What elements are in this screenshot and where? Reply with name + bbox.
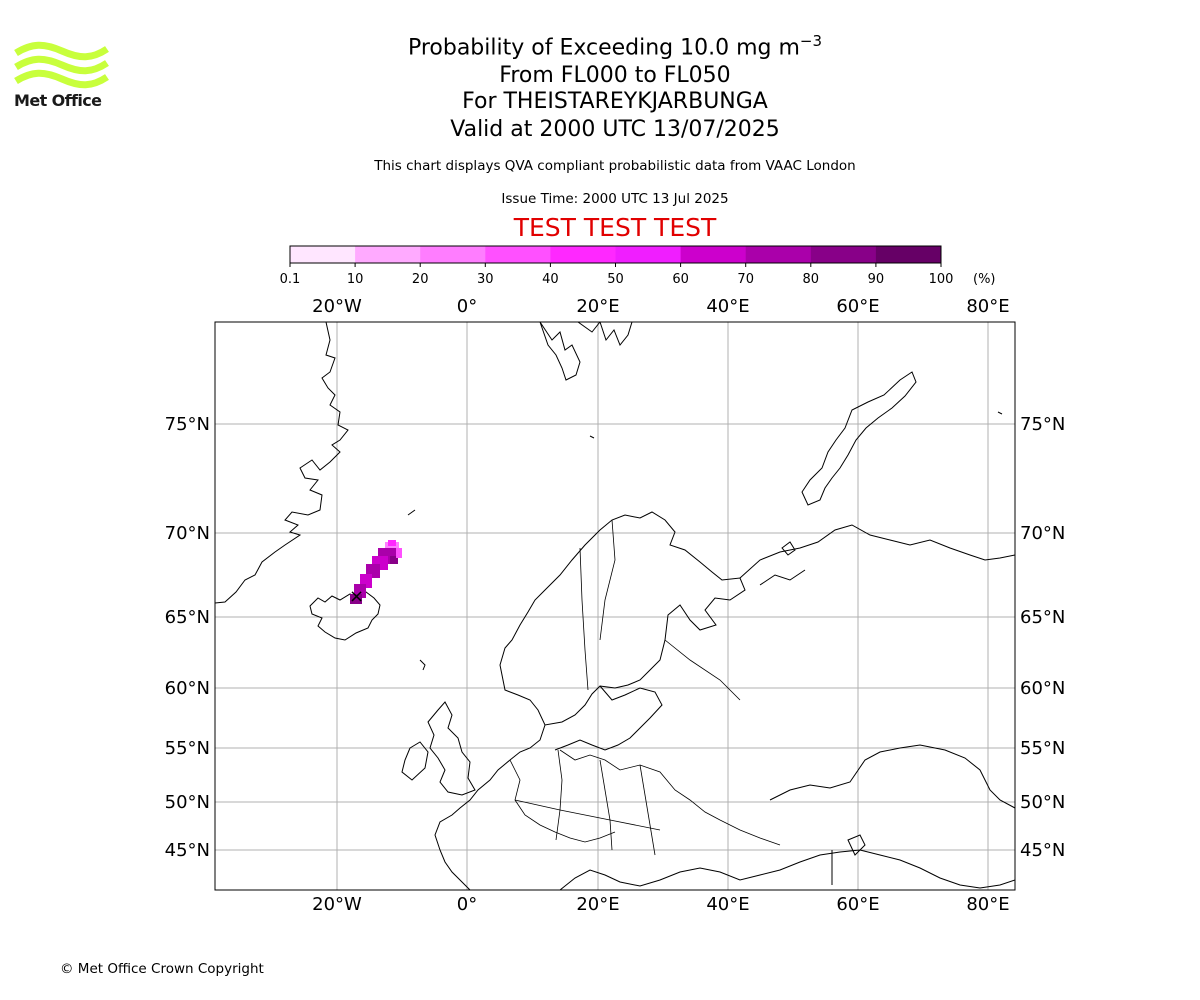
longitude-label: 60°E xyxy=(836,894,879,915)
latitude-label: 45°N xyxy=(1020,840,1065,861)
colorbar-segment xyxy=(290,246,356,263)
ash-plume xyxy=(350,540,402,604)
colorbar-segment xyxy=(550,246,616,263)
latitude-label: 70°N xyxy=(165,523,210,544)
longitude-label: 20°W xyxy=(312,894,362,915)
colorbar-tick-label: 90 xyxy=(868,272,885,287)
iceland-coastline xyxy=(309,591,381,641)
longitude-label: 40°E xyxy=(706,894,749,915)
british-isles-coastline xyxy=(427,701,476,796)
latitude-label: 65°N xyxy=(165,607,210,628)
colorbar-segment xyxy=(680,246,747,263)
met-office-logo-text: Met Office xyxy=(14,91,102,110)
latitude-label: 45°N xyxy=(165,840,210,861)
svalbard-coastline xyxy=(539,322,581,381)
longitude-label: 0° xyxy=(457,894,477,915)
latitude-label: 60°N xyxy=(1020,678,1065,699)
colorbar-segment xyxy=(355,246,421,263)
map-gridlines xyxy=(215,322,1015,890)
longitude-label: 80°E xyxy=(966,894,1009,915)
latitude-label: 50°N xyxy=(165,792,210,813)
title-exponent: −3 xyxy=(799,32,823,50)
coastlines xyxy=(215,322,1015,890)
copyright-footer: © Met Office Crown Copyright xyxy=(60,961,264,977)
latitude-label: 55°N xyxy=(165,738,210,759)
met-office-logo-icon xyxy=(14,41,109,89)
longitude-label: 20°E xyxy=(576,894,619,915)
longitude-labels-top: 20°W 0° 20°E 40°E 60°E 80°E xyxy=(312,296,1009,317)
chart-title-line2: From FL000 to FL050 xyxy=(499,63,731,88)
greenland-coastline xyxy=(215,322,349,604)
longitude-label: 40°E xyxy=(706,296,749,317)
latitude-label: 50°N xyxy=(1020,792,1065,813)
colorbar-tick-label: 60 xyxy=(672,272,689,287)
latitude-label: 75°N xyxy=(1020,414,1065,435)
colorbar-segment xyxy=(615,246,682,263)
europe-coastline xyxy=(434,724,546,890)
colorbar-tick-label: 100 xyxy=(929,272,954,287)
latitude-label: 70°N xyxy=(1020,523,1065,544)
colorbar-segment xyxy=(810,246,877,263)
test-banner: TEST TEST TEST xyxy=(513,213,717,242)
latitude-labels-right: 75°N 70°N 65°N 60°N 55°N 50°N 45°N xyxy=(1020,414,1065,861)
latitude-label: 60°N xyxy=(165,678,210,699)
longitude-labels-bottom: 20°W 0° 20°E 40°E 60°E 80°E xyxy=(312,894,1009,915)
colorbar-tick-label: 70 xyxy=(737,272,754,287)
map-area: × xyxy=(215,322,1015,890)
colorbar-segment xyxy=(875,246,942,263)
latitude-label: 65°N xyxy=(1020,607,1065,628)
colorbar-tick-label: 50 xyxy=(607,272,624,287)
title-main: Probability of Exceeding 10.0 mg m xyxy=(407,35,800,61)
chart-title-line3: For THEISTAREYKJARBUNGA xyxy=(462,89,768,114)
colorbar-tick-label: 30 xyxy=(477,272,494,287)
issue-time: Issue Time: 2000 UTC 13 Jul 2025 xyxy=(501,191,729,207)
longitude-label: 20°W xyxy=(312,296,362,317)
colorbar-tick-label: 80 xyxy=(803,272,820,287)
latitude-labels-left: 75°N 70°N 65°N 60°N 55°N 50°N 45°N xyxy=(165,414,210,861)
colorbar-tick-label: 20 xyxy=(412,272,429,287)
scandinavia-coastline xyxy=(499,511,746,726)
chart-title-line1: Probability of Exceeding 10.0 mg m−3 xyxy=(0,28,1200,61)
map-frame xyxy=(214,321,1016,891)
colorbar-segment xyxy=(485,246,551,263)
chart-title-line4: Valid at 2000 UTC 13/07/2025 xyxy=(450,117,780,142)
colorbar-unit: (%) xyxy=(973,272,996,287)
longitude-label: 0° xyxy=(457,296,477,317)
longitude-label: 60°E xyxy=(836,296,879,317)
colorbar-tick-label: 10 xyxy=(347,272,364,287)
novaya-zemlya-coastline xyxy=(801,371,917,506)
colorbar-segment xyxy=(745,246,812,263)
latitude-label: 75°N xyxy=(165,414,210,435)
longitude-label: 80°E xyxy=(966,296,1009,317)
colorbar-segment xyxy=(420,246,486,263)
latitude-label: 55°N xyxy=(1020,738,1065,759)
chart-subtitle: This chart displays QVA compliant probab… xyxy=(374,158,856,174)
longitude-label: 20°E xyxy=(576,296,619,317)
colorbar: 0.1 10 20 30 40 50 60 70 80 90 100 xyxy=(280,245,954,287)
colorbar-tick-label: 0.1 xyxy=(280,272,301,287)
volcano-marker: × xyxy=(349,586,364,607)
colorbar-tick-label: 40 xyxy=(542,272,559,287)
